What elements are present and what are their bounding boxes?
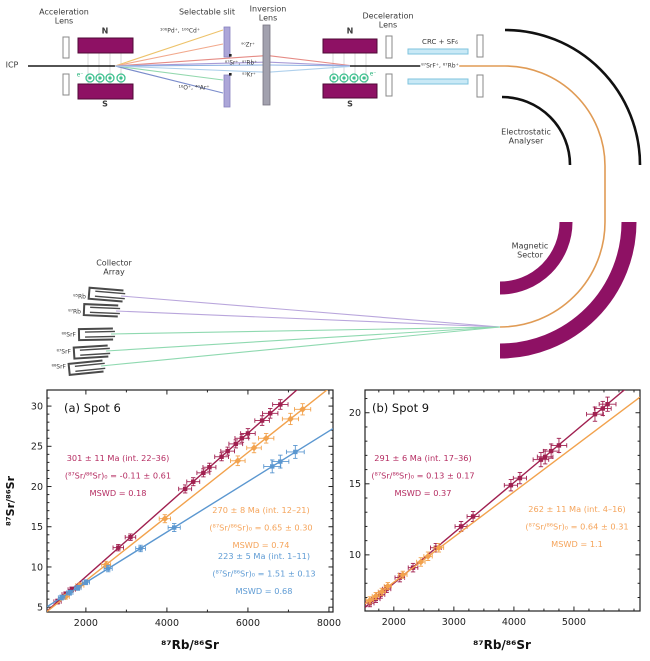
svg-text:262 ± 11 Ma (int. 4–16): 262 ± 11 Ma (int. 4–16) [528, 504, 625, 514]
plot-area [365, 390, 640, 608]
svg-text:(⁸⁷Sr/⁸⁶Sr)₀ = 0.65 ± 0.30: (⁸⁷Sr/⁸⁶Sr)₀ = 0.65 ± 0.30 [209, 523, 312, 533]
collector-label-86srf: ⁸⁶SrF [61, 331, 76, 339]
series-int-4-16 [365, 396, 640, 605]
svg-text:5: 5 [37, 602, 43, 613]
svg-text:5000: 5000 [562, 617, 586, 628]
svg-text:(⁸⁷Sr/⁸⁶Sr)₀ = 0.13 ± 0.17: (⁸⁷Sr/⁸⁶Sr)₀ = 0.13 ± 0.17 [371, 471, 474, 481]
crc-label: CRC + SF₆ [422, 37, 458, 46]
deceleration-lens-label: Deceleration Lens [362, 11, 414, 30]
svg-text:20: 20 [349, 408, 361, 419]
svg-text:MSWD = 0.37: MSWD = 0.37 [395, 488, 452, 498]
series-int-1-11 [47, 428, 333, 608]
series-int-22-36 [47, 390, 298, 612]
y-axis-label: ⁸⁷Sr/⁸⁶Sr [4, 475, 17, 526]
svg-text:25: 25 [31, 442, 43, 453]
beam-label-o-ar: ¹⁶O⁺, ⁴⁰Ar⁺ [178, 84, 210, 92]
plot-title: (a) Spot 6 [64, 401, 121, 415]
faraday-cups [67, 286, 126, 376]
x-axis-label: ⁸⁷Rb/⁸⁶Sr [161, 638, 219, 652]
inversion-lens-label: Inversion Lens [249, 4, 287, 23]
x-axis-label: ⁸⁷Rb/⁸⁶Sr [473, 638, 531, 652]
svg-text:MSWD = 0.18: MSWD = 0.18 [90, 488, 147, 498]
magnetic-sector-label: Magnetic Sector [511, 241, 549, 260]
svg-text:(⁸⁷Sr/⁸⁶Sr)₀ = 0.64 ± 0.31: (⁸⁷Sr/⁸⁶Sr)₀ = 0.64 ± 0.31 [525, 522, 628, 532]
svg-text:15: 15 [349, 479, 361, 490]
magnet-2 [322, 38, 378, 99]
svg-text:223 ± 5 Ma (int. 1–11): 223 ± 5 Ma (int. 1–11) [218, 551, 310, 561]
annotation-2: 262 ± 11 Ma (int. 4–16) (⁸⁷Sr/⁸⁶Sr)₀ = 0.… [525, 504, 628, 549]
product-beam [456, 65, 606, 328]
svg-text:MSWD = 0.68: MSWD = 0.68 [236, 586, 293, 596]
svg-text:MSWD = 0.74: MSWD = 0.74 [233, 540, 290, 550]
electron-symbols-1 [85, 73, 126, 83]
axes: 2000 3000 4000 5000 10 15 20 [349, 389, 641, 628]
svg-text:(⁸⁷Sr/⁸⁶Sr)₀ = 1.51 ± 0.13: (⁸⁷Sr/⁸⁶Sr)₀ = 1.51 ± 0.13 [212, 569, 315, 579]
magnetic-sector-poles [499, 221, 637, 359]
svg-text:15: 15 [31, 522, 43, 533]
acceleration-lens-label: Acceleration Lens [39, 7, 89, 26]
magnet2-south-label: S [347, 99, 353, 109]
svg-text:8000: 8000 [317, 618, 341, 629]
isochron-plot-spot6: 2000 4000 6000 8000 5 10 15 20 25 30 301 ± 11 Ma (… [4, 389, 341, 652]
collector-label-88srf: ⁸⁸SrF [51, 363, 66, 371]
svg-text:3000: 3000 [442, 617, 466, 628]
magnet-field-lines [87, 53, 367, 84]
electrostatic-analyser-plates [501, 28, 642, 166]
plot-title: (b) Spot 9 [372, 401, 429, 415]
crc-cell [407, 48, 469, 85]
svg-text:4000: 4000 [502, 617, 526, 628]
isochron-plot-spot9: 2000 3000 4000 5000 10 15 20 291 ± 6 Ma (int. 1… [349, 389, 641, 652]
collector-label-87srf: ⁸⁷SrF [56, 348, 71, 356]
svg-text:270 ± 8 Ma (int. 12–21): 270 ± 8 Ma (int. 12–21) [212, 505, 309, 515]
collector-label-85rb: ⁸⁵Rb [73, 293, 86, 301]
annotation-3: 223 ± 5 Ma (int. 1–11) (⁸⁷Sr/⁸⁶Sr)₀ = 1.5… [212, 551, 315, 596]
electron-symbols-2 [329, 73, 369, 83]
axes: 2000 4000 6000 8000 5 10 15 20 25 30 [31, 389, 341, 629]
svg-text:2000: 2000 [74, 618, 98, 629]
svg-text:291 ± 6 Ma (int. 17–36): 291 ± 6 Ma (int. 17–36) [374, 453, 471, 463]
svg-text:2000: 2000 [382, 617, 406, 628]
icp-label: ICP [5, 60, 19, 70]
beam-label-zr: ⁹⁰Zr⁺ [241, 42, 255, 49]
electrostatic-analyser-label: Electrostatic Analyser [501, 127, 551, 146]
annotation-2: 270 ± 8 Ma (int. 12–21) (⁸⁷Sr/⁸⁶Sr)₀ = 0.… [209, 505, 312, 550]
collector-label-87rb: ⁸⁷Rb [68, 308, 81, 316]
svg-text:30: 30 [31, 401, 43, 412]
electron1-label: e⁻ [76, 71, 84, 79]
selectable-slit [223, 26, 232, 108]
svg-text:20: 20 [31, 482, 43, 493]
collector-beams [100, 295, 501, 367]
svg-text:(⁸⁷Sr/⁸⁶Sr)₀ = -0.11 ± 0.61: (⁸⁷Sr/⁸⁶Sr)₀ = -0.11 ± 0.61 [65, 471, 171, 481]
svg-text:10: 10 [349, 550, 361, 561]
svg-text:301 ± 11 Ma (int. 22–36): 301 ± 11 Ma (int. 22–36) [67, 453, 170, 463]
deceleration-lens [385, 35, 393, 97]
beam-label-srf-rb: ⁸⁷SrF⁺, ⁸⁷Rb⁺ [420, 62, 460, 70]
annotation-1: 301 ± 11 Ma (int. 22–36) (⁸⁷Sr/⁸⁶Sr)₀ = -… [65, 453, 171, 498]
acceleration-lens [62, 36, 70, 96]
svg-text:4000: 4000 [155, 618, 179, 629]
mass-fan-beams [114, 29, 351, 94]
collector-array-label: Collector Array [96, 258, 132, 277]
beam-label-pd-cd: ¹⁰⁶Pd⁺, ¹⁰⁶Cd⁺ [159, 27, 201, 35]
svg-text:6000: 6000 [236, 618, 260, 629]
magnet1-north-label: N [101, 26, 109, 36]
electron2-label: e⁻ [369, 70, 377, 78]
inversion-lens [262, 24, 271, 106]
svg-text:10: 10 [31, 562, 43, 573]
plot-area [47, 390, 333, 612]
instrument-diagram [28, 24, 642, 376]
exit-slit [476, 34, 484, 98]
beam-label-sr-rb: ⁸⁷Sr⁺, ⁸⁷Rb⁺ [224, 60, 258, 67]
magnet-1 [77, 37, 134, 100]
beam-label-kr: ⁸³Kr⁺ [242, 72, 256, 79]
magnet2-north-label: N [346, 26, 354, 36]
selectable-slit-label: Selectable slit [178, 7, 236, 17]
annotation-1: 291 ± 6 Ma (int. 17–36) (⁸⁷Sr/⁸⁶Sr)₀ = 0.… [371, 453, 474, 498]
magnet1-south-label: S [102, 99, 108, 109]
svg-text:MSWD = 1.1: MSWD = 1.1 [551, 539, 603, 549]
